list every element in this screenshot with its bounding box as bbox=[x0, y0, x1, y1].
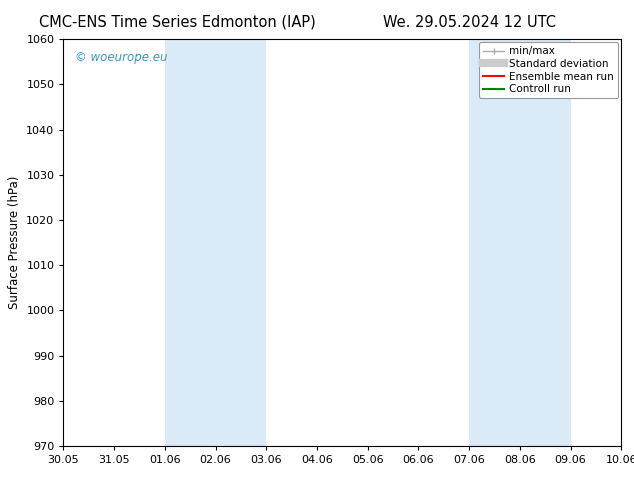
Text: We. 29.05.2024 12 UTC: We. 29.05.2024 12 UTC bbox=[383, 15, 555, 30]
Legend: min/max, Standard deviation, Ensemble mean run, Controll run: min/max, Standard deviation, Ensemble me… bbox=[479, 42, 618, 98]
Text: CMC-ENS Time Series Edmonton (IAP): CMC-ENS Time Series Edmonton (IAP) bbox=[39, 15, 316, 30]
Y-axis label: Surface Pressure (hPa): Surface Pressure (hPa) bbox=[8, 176, 21, 309]
Text: © woeurope.eu: © woeurope.eu bbox=[75, 51, 167, 64]
Bar bbox=[469, 39, 571, 446]
Bar bbox=[165, 39, 266, 446]
